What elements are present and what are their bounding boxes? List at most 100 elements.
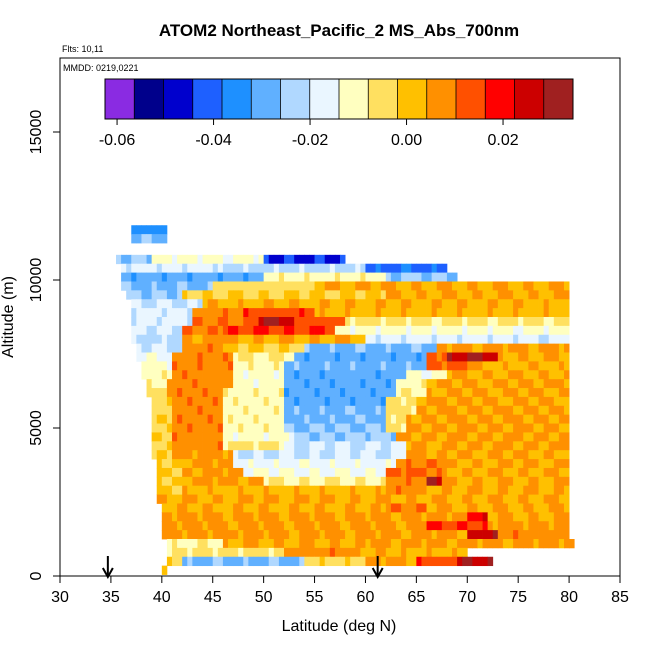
- heatmap-cell: [518, 370, 524, 380]
- heatmap-cell: [502, 343, 509, 353]
- heatmap-cell: [482, 432, 489, 442]
- heatmap-cell: [523, 370, 529, 380]
- heatmap-cell: [401, 370, 407, 380]
- heatmap-cell: [161, 254, 168, 265]
- heatmap-cell: [172, 370, 178, 380]
- heatmap-cell: [487, 441, 494, 451]
- heatmap-cell: [508, 423, 514, 433]
- heatmap-cell: [472, 503, 478, 513]
- heatmap-cell: [462, 352, 468, 362]
- heatmap-cell: [553, 299, 560, 309]
- heatmap-cell: [390, 485, 397, 495]
- heatmap-cell: [202, 539, 209, 549]
- heatmap-cell: [533, 530, 539, 540]
- heatmap-cell: [345, 263, 351, 273]
- heatmap-cell: [197, 272, 203, 282]
- heatmap-cell: [131, 334, 137, 345]
- heatmap-cell: [497, 325, 504, 336]
- heatmap-cell: [441, 396, 448, 407]
- heatmap-cell: [340, 556, 346, 567]
- heatmap-cell: [278, 263, 285, 273]
- heatmap-cell: [492, 396, 499, 407]
- heatmap-cell: [329, 396, 336, 407]
- heatmap-cell: [513, 317, 519, 327]
- heatmap-cell: [416, 521, 422, 531]
- heatmap-cell: [446, 343, 453, 353]
- heatmap-cell: [564, 450, 570, 460]
- heatmap-cell: [182, 467, 188, 478]
- heatmap-cell: [533, 361, 539, 371]
- heatmap-cell: [238, 503, 244, 513]
- heatmap-cell: [187, 370, 193, 380]
- heatmap-cell: [161, 432, 168, 442]
- heatmap-cell: [390, 441, 397, 451]
- heatmap-cell: [248, 512, 254, 522]
- heatmap-cell: [166, 539, 173, 549]
- heatmap-cell: [380, 459, 387, 469]
- heatmap-cell: [222, 308, 229, 318]
- heatmap-cell: [446, 281, 453, 291]
- heatmap-cell: [238, 325, 244, 336]
- heatmap-cell: [238, 512, 244, 522]
- heatmap-cell: [248, 503, 254, 513]
- heatmap-cell: [446, 547, 453, 558]
- heatmap-cell: [304, 467, 310, 478]
- heatmap-cell: [360, 414, 366, 424]
- heatmap-cell: [263, 423, 270, 433]
- heatmap-cell: [233, 485, 239, 495]
- heatmap-cell: [370, 272, 377, 282]
- heatmap-cell: [548, 334, 555, 345]
- colorbar-swatch: [222, 79, 252, 119]
- heatmap-cell: [329, 370, 336, 380]
- heatmap-cell: [212, 512, 219, 522]
- heatmap-cell: [314, 290, 321, 300]
- heatmap-cell: [345, 272, 351, 282]
- heatmap-cell: [329, 494, 336, 504]
- heatmap-cell: [273, 485, 280, 495]
- heatmap-cell: [278, 361, 285, 371]
- heatmap-cell: [329, 299, 336, 309]
- heatmap-cell: [263, 467, 270, 478]
- heatmap-cell: [258, 352, 265, 362]
- heatmap-cell: [248, 352, 254, 362]
- heatmap-cell: [263, 370, 270, 380]
- heatmap-cell: [304, 281, 310, 291]
- heatmap-cell: [421, 325, 427, 336]
- heatmap-cell: [553, 476, 560, 487]
- heatmap-cell: [411, 476, 417, 487]
- heatmap-cell: [263, 512, 270, 522]
- heatmap-cell: [248, 432, 254, 442]
- heatmap-cell: [243, 308, 249, 318]
- heatmap-cell: [299, 370, 305, 380]
- heatmap-cell: [431, 441, 438, 451]
- heatmap-cell: [487, 521, 494, 531]
- heatmap-cell: [467, 530, 473, 540]
- heatmap-cell: [334, 459, 341, 469]
- heatmap-cell: [406, 290, 412, 300]
- colorbar: -0.06 -0.04 -0.02 0.00 0.02: [99, 78, 574, 149]
- heatmap-cell: [329, 467, 336, 478]
- heatmap-cell: [334, 352, 341, 362]
- heatmap-cell: [497, 396, 504, 407]
- heatmap-cell: [355, 343, 361, 353]
- heatmap-cell: [340, 459, 346, 469]
- heatmap-cell: [258, 388, 265, 398]
- heatmap-cell: [492, 476, 499, 487]
- heatmap-cell: [304, 405, 310, 416]
- heatmap-cell: [238, 317, 244, 327]
- heatmap-cell: [533, 352, 539, 362]
- heatmap-cell: [508, 459, 514, 469]
- heatmap-cell: [497, 494, 504, 504]
- heatmap-cell: [452, 281, 458, 291]
- heatmap-cell: [161, 234, 168, 244]
- heatmap-cell: [309, 352, 315, 362]
- heatmap-cell: [228, 352, 234, 362]
- heatmap-cell: [197, 308, 203, 318]
- heatmap-cell: [258, 308, 265, 318]
- heatmap-cell: [212, 485, 219, 495]
- heatmap-cell: [172, 494, 178, 504]
- heatmap-cell: [350, 388, 356, 398]
- heatmap-cell: [273, 512, 280, 522]
- heatmap-cell: [319, 317, 326, 327]
- heatmap-cell: [467, 503, 473, 513]
